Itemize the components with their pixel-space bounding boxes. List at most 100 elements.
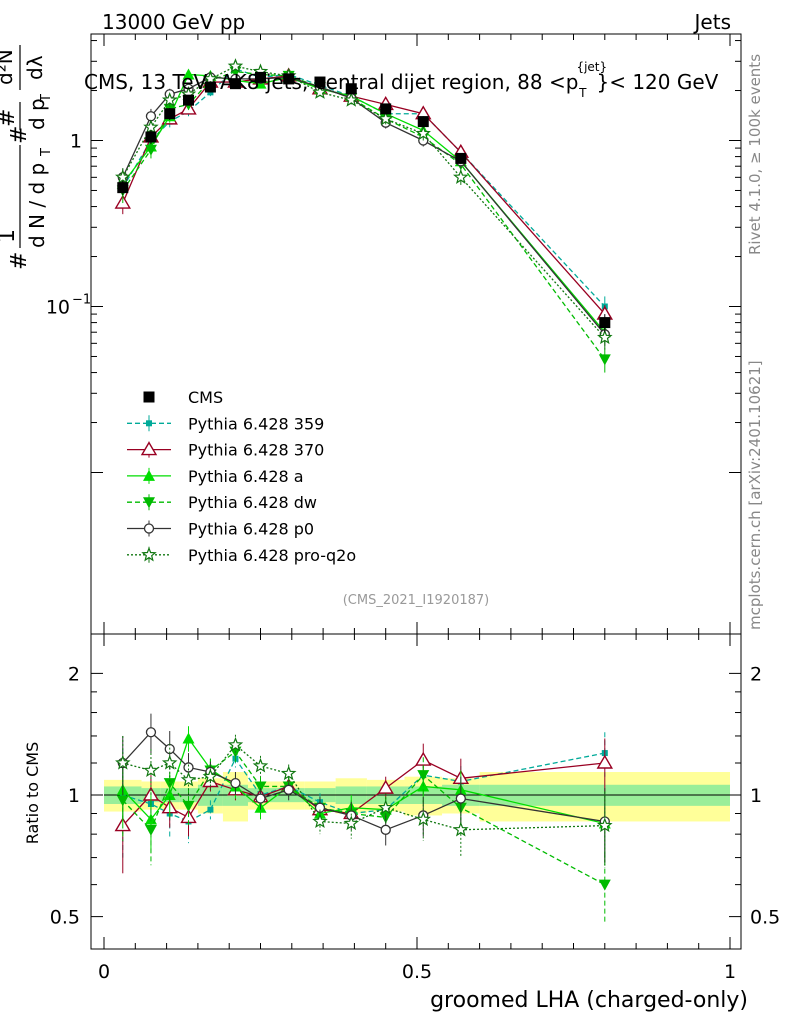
legend-label: Pythia 6.428 dw (188, 493, 317, 512)
title-suffix: }< 120 GeV (596, 70, 718, 94)
legend-entry: Pythia 6.428 359 (127, 414, 324, 433)
mcplots-credit: mcplots.cern.ch [arXiv:2401.10621] (746, 360, 764, 630)
ratio-point (254, 781, 267, 793)
legend-label: Pythia 6.428 359 (188, 414, 324, 433)
series-cms (117, 71, 611, 333)
ratio-pythia-6-428-pro-q2o (115, 734, 613, 868)
data-point (145, 131, 157, 143)
series-line (122, 70, 606, 360)
main-y-tick-label: 1 (70, 131, 82, 153)
series-line (122, 76, 606, 335)
legend-label: Pythia 6.428 a (188, 467, 304, 486)
ratio-point (598, 879, 611, 891)
title-prefix: CMS, 13 TeV, AK8 jets, central dijet reg… (84, 70, 578, 94)
ratio-point (377, 779, 394, 794)
x-tick-label: 1 (724, 961, 736, 983)
ratio-y-tick-label-right: 2 (750, 663, 762, 685)
data-point (312, 84, 328, 99)
ylabel-T1: T (39, 148, 54, 157)
ratio-point (207, 806, 214, 813)
ylabel-hash-2: # (7, 126, 32, 144)
ratio-line (122, 750, 606, 886)
ratio-y-tick-label-right: 1 (750, 785, 762, 807)
series-line (122, 65, 606, 338)
ratio-point (182, 800, 195, 812)
ratio-point (202, 768, 219, 784)
ratio-point (455, 793, 466, 804)
ratio-series-group (114, 713, 614, 924)
ratio-point (596, 754, 614, 769)
legend-label: Pythia 6.428 pro-q2o (188, 546, 356, 565)
main-frame (90, 33, 742, 635)
legend-marker (143, 523, 155, 534)
legend-entry: Pythia 6.428 p0 (127, 520, 314, 539)
data-point (145, 111, 157, 122)
main-y-tick-exponent: −1 (72, 293, 91, 308)
ratio-point (343, 815, 360, 831)
ylabel-dlambda: dλ (23, 55, 47, 80)
ratio-point (161, 754, 178, 770)
header-category: Jets (693, 10, 731, 34)
series-line (122, 75, 606, 315)
ratio-point (144, 824, 157, 836)
ratio-point (417, 770, 430, 782)
ratio-point (280, 765, 297, 781)
ratio-point (116, 795, 129, 807)
title-sub: T (578, 86, 587, 100)
ratio-line (122, 737, 605, 825)
legend-entry: Pythia 6.428 pro-q2o (127, 546, 356, 565)
ratio-point (163, 789, 176, 800)
data-point (417, 116, 429, 128)
data-point (455, 152, 467, 164)
main-y-tick-label: 10 (46, 297, 70, 319)
ratio-point (283, 784, 294, 795)
x-tick-label: 0.5 (402, 961, 432, 983)
ratio-point (314, 802, 326, 813)
series-pythia-6-428-pro-q2o (115, 58, 613, 350)
data-point (314, 76, 326, 88)
ratio-point (230, 777, 241, 789)
analysis-id: (CMS_2021_I1920187) (343, 593, 490, 608)
legend-marker (141, 546, 157, 562)
ylabel-dp: d p (25, 98, 49, 130)
data-point (597, 329, 613, 345)
data-point (255, 71, 266, 83)
ratio-point (145, 727, 157, 738)
data-point (183, 94, 195, 106)
legend-label: CMS (188, 388, 223, 407)
legend-marker (143, 497, 155, 509)
ratio-point (312, 813, 328, 829)
data-point (452, 169, 469, 184)
data-point (143, 119, 159, 134)
ylabel-denominator: d N / d p (25, 163, 49, 248)
ylabel-d2N: d²N (0, 49, 17, 85)
data-point (283, 73, 295, 85)
ratio-point (452, 821, 469, 837)
legend: CMS Pythia 6.428 359 Pythia 6.428 370 Pythi… (127, 388, 356, 565)
ratio-point (183, 762, 194, 773)
data-point (415, 125, 431, 141)
ylabel-T2: T (39, 94, 54, 103)
legend-entry: Pythia 6.428 370 (127, 441, 324, 460)
data-point (144, 144, 157, 156)
ratio-point (143, 762, 159, 778)
ratio-line (122, 752, 605, 823)
ratio-point (115, 754, 131, 770)
ylabel-one: 1 (0, 229, 20, 243)
ylabel-hash-3: # (0, 109, 20, 127)
legend-label: Pythia 6.428 p0 (188, 520, 314, 539)
ratio-y-tick-label: 1 (68, 785, 80, 807)
data-point (229, 78, 241, 90)
data-point (204, 81, 216, 93)
x-axis-label: groomed LHA (charged-only) (430, 988, 748, 1013)
ratio-point (252, 757, 269, 773)
legend-label: Pythia 6.428 370 (188, 441, 324, 460)
data-point (227, 58, 244, 73)
legend-marker (146, 420, 152, 427)
ratio-point (255, 793, 266, 804)
ratio-y-tick-label: 2 (68, 663, 80, 685)
data-point (182, 68, 195, 80)
legend-marker (143, 391, 155, 403)
ratio-point (163, 778, 176, 790)
